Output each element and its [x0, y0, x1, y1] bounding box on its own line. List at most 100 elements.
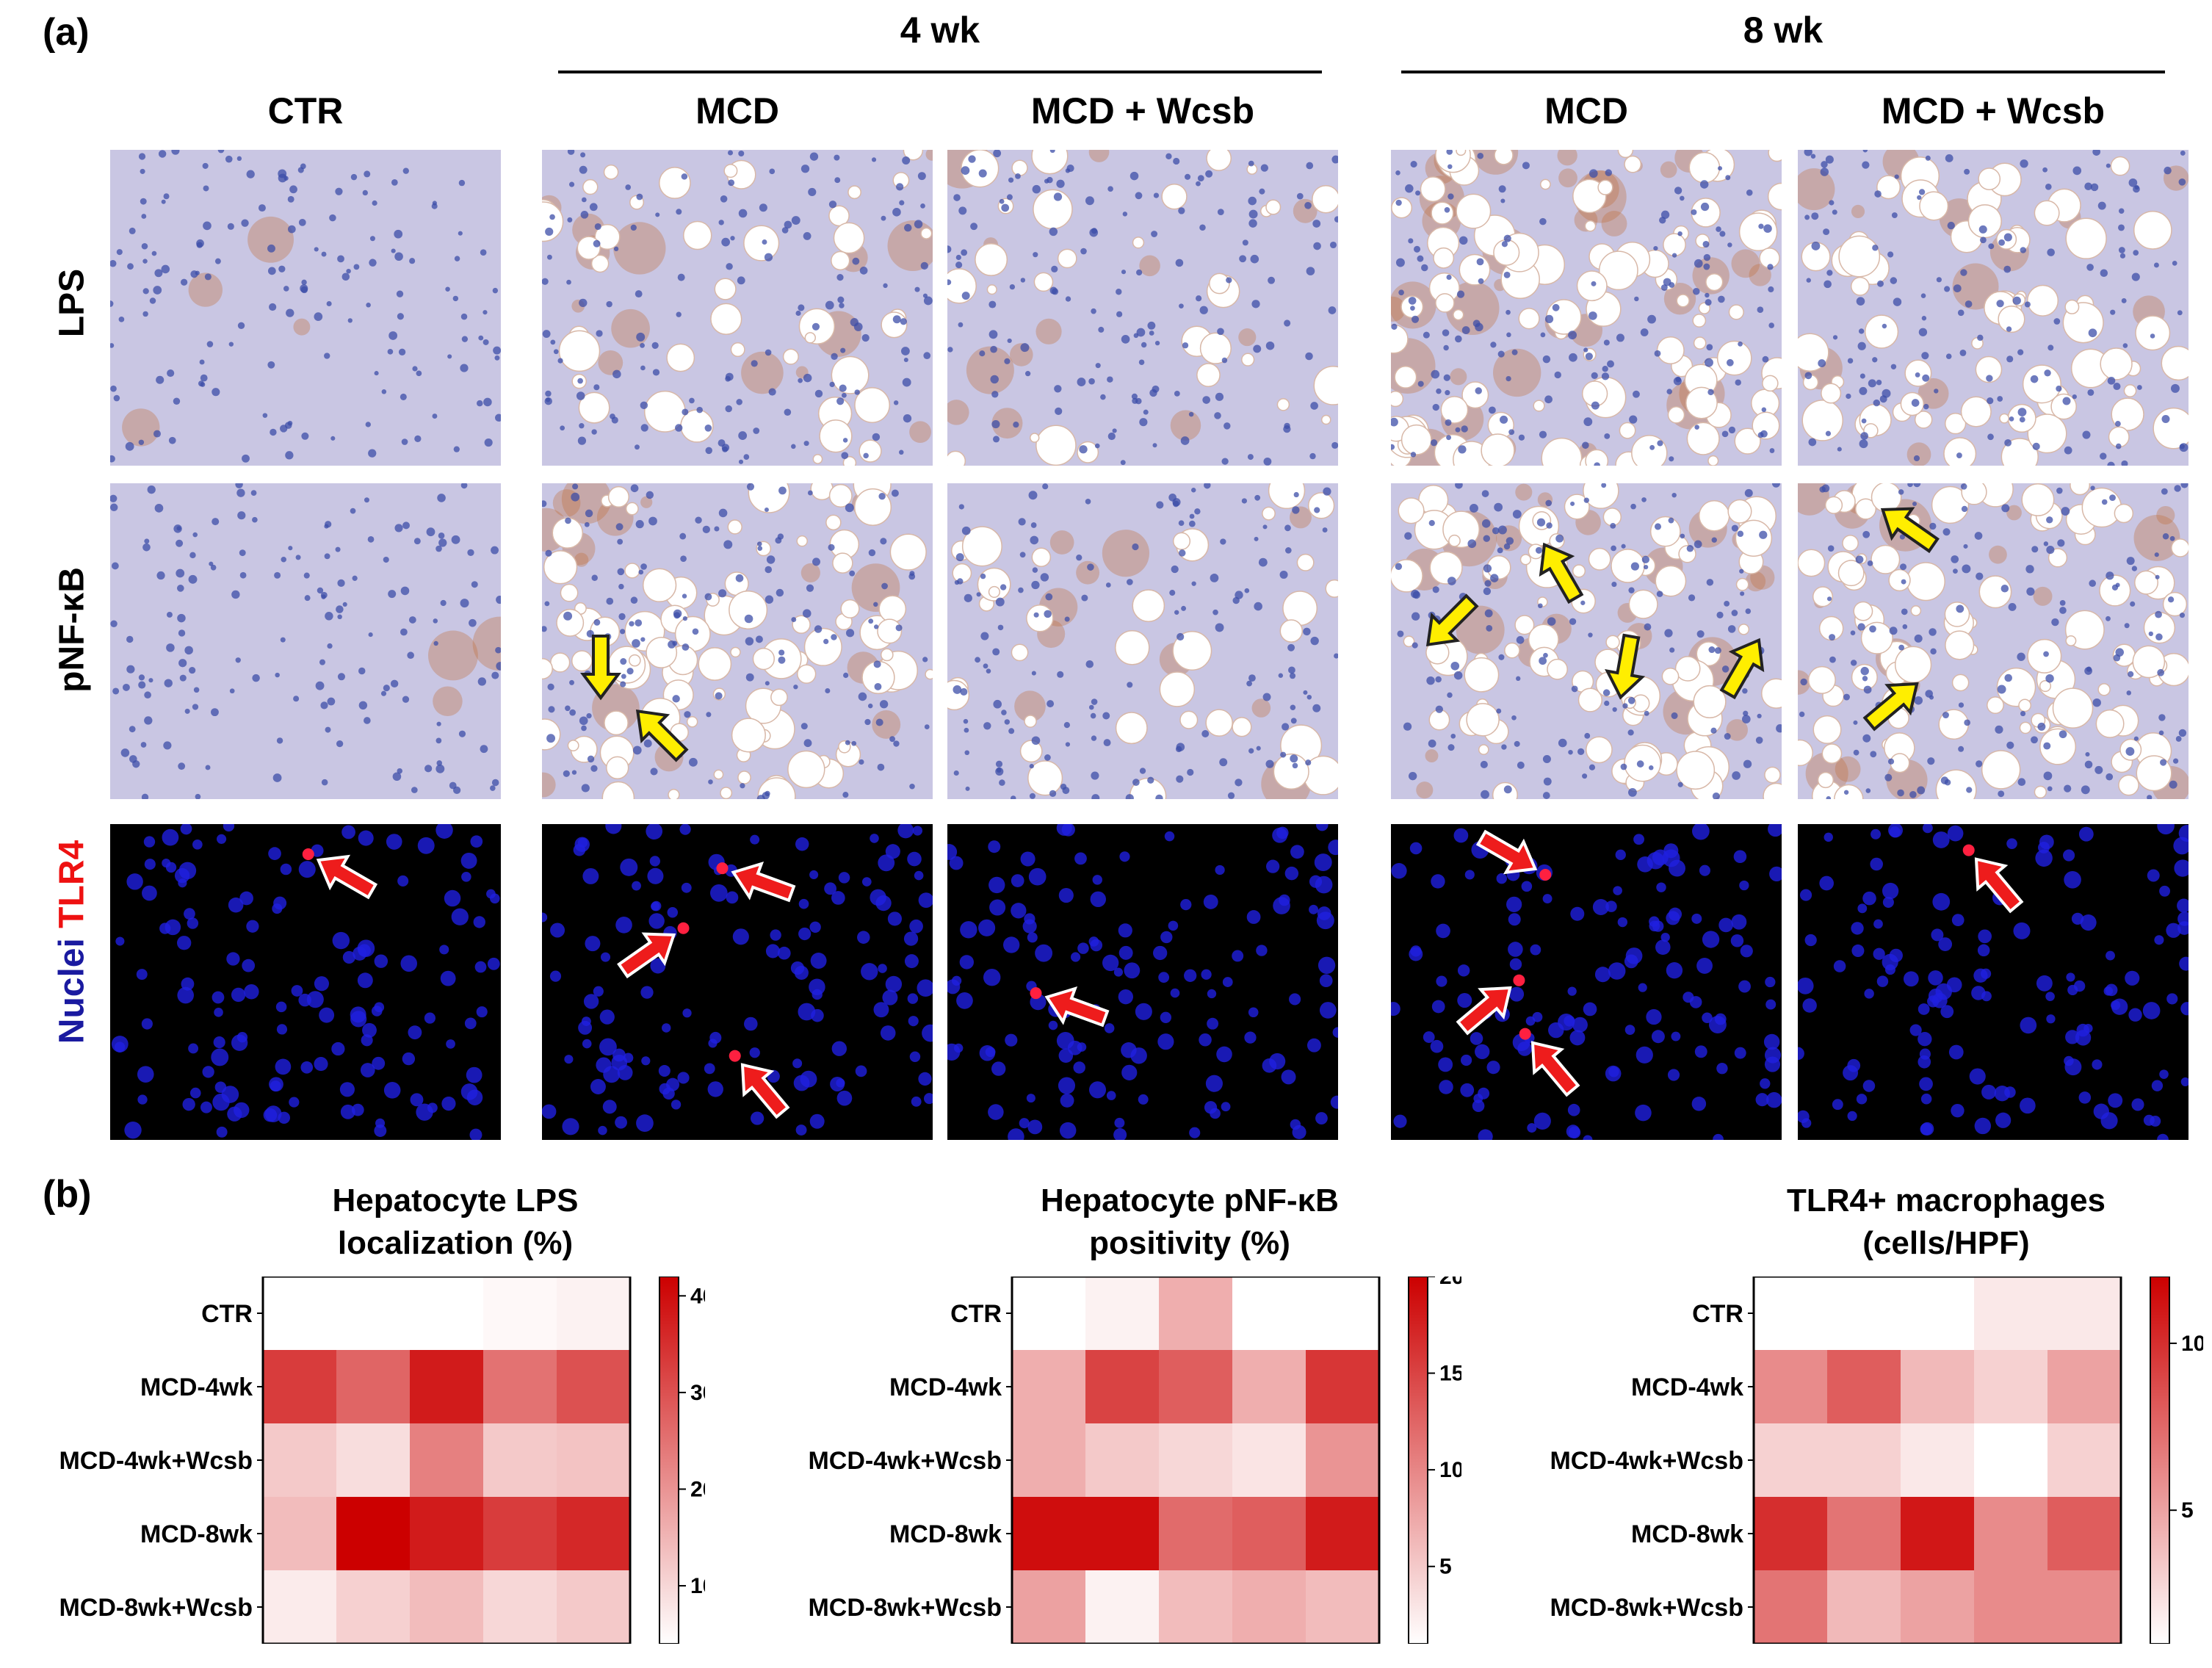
heatmap-cell [1901, 1423, 1974, 1497]
group-line-4wk [558, 71, 1322, 73]
row-label-nuclei-word: Nuclei [52, 938, 92, 1044]
micrograph-r2-c2 [542, 483, 933, 799]
heatmap-cell [1827, 1277, 1901, 1350]
heatmap-cell [2047, 1277, 2121, 1350]
heatmap-cell [336, 1350, 410, 1423]
heatmap-title-lps: Hepatocyte LPS localization (%) [220, 1180, 690, 1265]
red-arrow-c1-1 [316, 854, 378, 900]
row-label-tlr4-word: TLR4 [52, 840, 92, 928]
yellow-arrow-c4-1 [1425, 593, 1479, 647]
heatmap-row-label: CTR [201, 1300, 253, 1328]
heatmap-cell [557, 1570, 630, 1644]
yellow-arrow-c4-3 [1605, 633, 1646, 700]
heatmap-cell [1974, 1277, 2047, 1350]
heatmap-cell [1754, 1423, 1827, 1497]
micrograph-r3-c4 [1391, 824, 1782, 1140]
micrograph-r1-c1 [110, 150, 501, 466]
heatmap-row-label: MCD-8wk [1631, 1520, 1743, 1548]
heatmap-cell [410, 1497, 483, 1570]
yellow-arrow-c2-2 [635, 709, 689, 762]
column-header-mcd-8wk: MCD [1544, 90, 1628, 131]
heatmap-cell [263, 1497, 336, 1570]
micrograph-r1-c2 [542, 150, 933, 466]
heatmap-colorbar [659, 1276, 679, 1644]
heatmap-title-tlr4-line2: (cells/HPF) [1862, 1225, 2030, 1261]
red-arrow-c2-3 [740, 1063, 790, 1119]
red-arrow-c4-1 [1475, 829, 1538, 875]
heatmap-cell [1827, 1350, 1901, 1423]
heatmap-colorbar [1408, 1276, 1428, 1644]
heatmap-cell [1901, 1277, 1974, 1350]
colorbar-tick-label: 20 [690, 1477, 705, 1501]
panel-a-label: (a) [43, 11, 90, 54]
micrograph-r2-c3 [947, 483, 1338, 799]
heatmap-cell [1085, 1570, 1159, 1644]
heatmap-cell [557, 1277, 630, 1350]
heatmap-row-label: MCD-4wk [140, 1373, 253, 1401]
heatmap-cell [336, 1497, 410, 1570]
micrograph-r1-c4 [1391, 150, 1782, 466]
heatmap-cell [1232, 1423, 1306, 1497]
colorbar-tick-label: 10 [1439, 1458, 1461, 1482]
red-arrow-c4-3 [1530, 1041, 1580, 1097]
heatmap-cell [483, 1423, 557, 1497]
heatmap-row-label: MCD-8wk [140, 1520, 253, 1548]
heatmap-pnfkb: CTR MCD-4wk MCD-4wk+Wcsb MCD-8wk MCD-8wk+Wcs… [742, 1265, 1464, 1645]
heatmap-cell [1306, 1423, 1379, 1497]
heatmap-row-label: MCD-4wk+Wcsb [808, 1447, 1002, 1475]
heatmap-cell [1085, 1423, 1159, 1497]
row-label-pnfkb: pNF-κB [52, 567, 92, 693]
heatmap-cell [1232, 1570, 1306, 1644]
heatmap-cell [1754, 1277, 1827, 1350]
heatmap-cell [1974, 1497, 2047, 1570]
heatmap-cell [1012, 1570, 1085, 1644]
heatmap-row-label: MCD-4wk [889, 1373, 1002, 1401]
heatmap-cell [336, 1423, 410, 1497]
heatmap-cell [557, 1350, 630, 1423]
heatmap-cell [483, 1277, 557, 1350]
heatmap-cell [410, 1423, 483, 1497]
red-arrow-c2-1 [617, 932, 676, 979]
row-label-lps: LPS [52, 268, 92, 338]
colorbar-tick-label: 40 [690, 1284, 705, 1308]
heatmap-row-label: MCD-4wk+Wcsb [59, 1447, 253, 1475]
colorbar-tick-label: 5 [1439, 1555, 1452, 1579]
heatmap-cell [1012, 1423, 1085, 1497]
heatmap-cell [557, 1497, 630, 1570]
heatmap-cell [2047, 1350, 2121, 1423]
heatmap-cell [1159, 1423, 1232, 1497]
heatmap-title-tlr4: TLR4+ macrophages (cells/HPF) [1696, 1180, 2196, 1265]
red-arrow-c2-2 [731, 861, 796, 903]
heatmap-title-lps-line2: localization (%) [337, 1225, 574, 1261]
heatmap-cell [483, 1497, 557, 1570]
heatmap-cell [1012, 1497, 1085, 1570]
heatmap-lps: CTR MCD-4wk MCD-4wk+Wcsb MCD-8wk MCD-8wk+Wcs… [0, 1275, 715, 1645]
heatmap-title-pnfkb: Hepatocyte pNF-κB positivity (%) [955, 1180, 1425, 1265]
heatmap-cell [1974, 1423, 2047, 1497]
heatmap-cell [263, 1350, 336, 1423]
heatmap-cell [1901, 1570, 1974, 1644]
heatmap-cell [1306, 1497, 1379, 1570]
heatmap-tlr4: CTR MCD-4wk MCD-4wk+Wcsb MCD-8wk MCD-8wk+Wcs… [1483, 1275, 2205, 1645]
micrograph-r2-c4 [1391, 483, 1782, 799]
column-header-mcd-wcsb-4wk: MCD + Wcsb [1030, 90, 1255, 131]
heatmap-cell [1306, 1350, 1379, 1423]
yellow-arrow-c2-1 [580, 635, 621, 701]
micrograph-r3-c1 [110, 824, 501, 1140]
heatmap-cell [1232, 1277, 1306, 1350]
colorbar-tick-label: 10 [2181, 1332, 2203, 1356]
yellow-arrow-c5-1 [1880, 507, 1940, 554]
column-header-ctr: CTR [267, 90, 344, 131]
colorbar-tick-label: 20 [1439, 1277, 1461, 1289]
heatmap-cell [1754, 1497, 1827, 1570]
group-label-4wk: 4 wk [900, 10, 980, 51]
heatmap-cell [1085, 1277, 1159, 1350]
heatmap-cell [410, 1350, 483, 1423]
heatmap-cell [1085, 1497, 1159, 1570]
heatmap-cell [1974, 1350, 2047, 1423]
heatmap-cell [1012, 1350, 1085, 1423]
heatmap-cell [1827, 1570, 1901, 1644]
heatmap-row-label: MCD-8wk+Wcsb [808, 1594, 1002, 1622]
heatmap-row-label: CTR [1692, 1300, 1743, 1328]
colorbar-tick-label: 30 [690, 1381, 705, 1405]
